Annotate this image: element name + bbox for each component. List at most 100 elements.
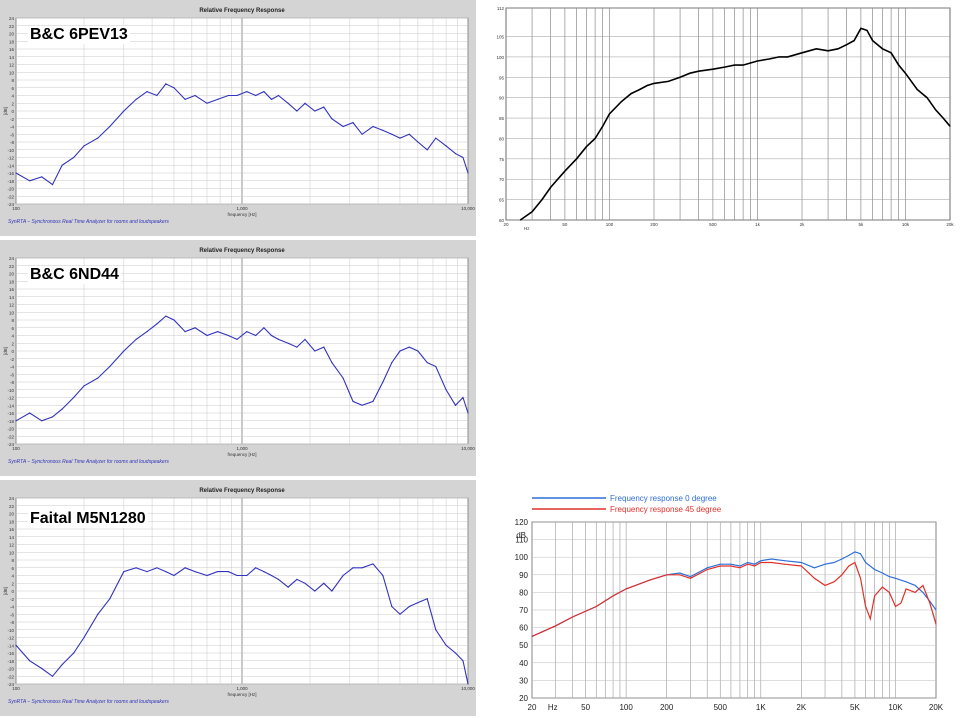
data-point <box>165 83 167 85</box>
y-tick-label: -20 <box>7 667 14 672</box>
data-point <box>109 125 111 128</box>
y-tick-label: -24 <box>7 682 14 687</box>
x-tick-label: 100 <box>12 446 20 451</box>
y-tick-label: -4 <box>10 365 14 370</box>
data-point <box>51 416 54 418</box>
data-point <box>331 118 333 120</box>
y-tick-label: 22 <box>9 504 15 509</box>
data-point <box>564 170 566 172</box>
y-tick-label: 0 <box>11 349 14 354</box>
y-tick-label: -18 <box>7 659 14 664</box>
x-tick-label: 50 <box>581 703 590 712</box>
data-point <box>904 72 906 74</box>
x-tick-label: 100 <box>606 222 614 227</box>
data-point <box>426 362 428 364</box>
data-point <box>227 94 229 97</box>
data-point <box>426 149 428 151</box>
y-tick-label: 24 <box>9 496 15 501</box>
chart-title: Relative Frequency Response <box>199 8 285 14</box>
data-point <box>706 569 708 571</box>
data-point <box>277 94 280 97</box>
data-point <box>905 588 907 590</box>
data-point <box>41 667 43 670</box>
data-point <box>399 350 401 352</box>
data-point <box>454 652 457 654</box>
data-point <box>739 567 741 569</box>
data-point <box>848 565 850 567</box>
data-point <box>314 110 316 112</box>
data-point <box>270 334 273 337</box>
y-tick-label: 75 <box>499 157 505 162</box>
data-point <box>361 404 363 406</box>
data-point <box>942 117 944 119</box>
y-tick-label: 112 <box>497 6 505 11</box>
data-point <box>576 158 578 160</box>
data-point <box>296 346 298 348</box>
data-point <box>296 578 298 580</box>
y-tick-label: 10 <box>9 310 15 315</box>
data-point <box>679 572 681 574</box>
data-point <box>194 571 196 573</box>
y-tick-label: -16 <box>7 411 14 416</box>
data-point <box>399 613 401 615</box>
x-tick-label: 10,000 <box>461 446 475 451</box>
data-point <box>408 605 410 608</box>
data-point <box>768 58 770 60</box>
data-point <box>263 327 265 329</box>
y-tick-label: 10 <box>9 70 15 75</box>
y-tick-label: 60 <box>519 624 528 633</box>
y-tick-label: 8 <box>11 78 14 83</box>
data-point <box>408 133 410 135</box>
data-point <box>462 660 464 662</box>
data-point <box>246 331 248 333</box>
data-point <box>146 331 148 333</box>
x-tick-label: 20 <box>503 222 509 227</box>
y-tick-label: -8 <box>10 620 14 625</box>
y-tick-label: 6 <box>11 326 14 331</box>
data-point <box>724 66 726 68</box>
data-point <box>935 109 937 111</box>
data-point <box>874 569 876 571</box>
y-tick-label: 4 <box>11 334 14 339</box>
data-point <box>29 412 31 414</box>
data-point <box>352 122 354 124</box>
data-point <box>399 137 401 139</box>
data-point <box>739 565 741 567</box>
data-point <box>236 338 238 340</box>
data-point <box>905 581 907 583</box>
y-tick-label: 14 <box>9 295 15 300</box>
data-point <box>61 664 63 666</box>
data-point <box>888 576 890 578</box>
y-axis-label: [dB] <box>3 587 8 595</box>
data-point <box>236 94 238 97</box>
y-tick-label: 24 <box>9 16 15 21</box>
data-point <box>734 64 736 66</box>
data-point <box>653 82 655 84</box>
data-point <box>730 565 732 567</box>
data-point <box>698 70 700 72</box>
data-point <box>445 644 447 646</box>
data-point <box>361 133 363 135</box>
y-tick-label: -10 <box>7 148 14 153</box>
x-tick-label: Hz <box>548 703 558 712</box>
data-point <box>73 652 75 654</box>
data-point <box>689 576 691 578</box>
data-point <box>342 125 344 128</box>
data-point <box>323 346 325 348</box>
data-point <box>83 145 85 147</box>
y-tick-label: -2 <box>10 597 14 602</box>
data-point <box>630 93 632 95</box>
data-point <box>865 561 867 563</box>
data-point <box>900 602 902 604</box>
plot-area <box>505 7 951 221</box>
data-point <box>146 91 148 93</box>
y-tick-label: 110 <box>515 536 528 545</box>
y-tick-label: -6 <box>10 132 14 137</box>
x-tick-label: 10k <box>902 222 910 227</box>
y-tick-label: -10 <box>7 388 14 393</box>
data-point <box>679 574 681 576</box>
data-point <box>608 113 610 115</box>
y-tick-label: -8 <box>10 140 14 145</box>
y-tick-label: 2 <box>11 581 14 586</box>
